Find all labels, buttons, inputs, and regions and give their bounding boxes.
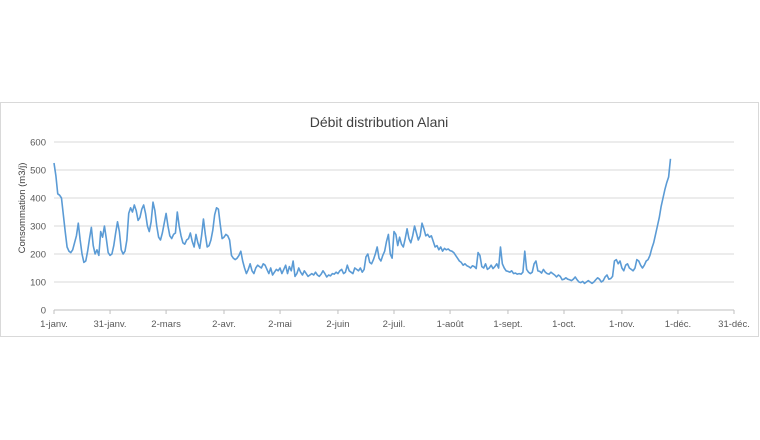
x-tick-label: 2-mai [268, 319, 292, 330]
x-tick-label: 1-août [437, 319, 464, 330]
y-tick-label: 200 [30, 250, 46, 261]
y-tick-label: 100 [30, 278, 46, 289]
series-line-1 [53, 158, 672, 285]
x-tick-label: 1-sept. [493, 319, 522, 330]
y-axis-label: Consommation (m3/j) [17, 163, 28, 254]
x-tick-label: 1-oct. [552, 319, 576, 330]
y-tick-label: 300 [30, 222, 46, 233]
chart-title: Débit distribution Alani [310, 114, 449, 130]
chart-area: Débit distribution Alani Consommation (m… [0, 102, 759, 337]
x-tick-label: 1-janv. [40, 319, 68, 330]
x-tick-label: 2-avr. [212, 319, 236, 330]
series-layer [53, 158, 672, 285]
x-tick-label: 2-mars [151, 319, 181, 330]
y-tick-label: 500 [30, 166, 46, 177]
x-axis-ticks: 1-janv. 31-janv. 2-mars 2-avr. 2-mai 2-juin 2-… [40, 310, 750, 330]
y-tick-label: 600 [30, 138, 46, 149]
x-tick-label: 2-juin [326, 319, 349, 330]
y-tick-label: 0 [41, 306, 46, 317]
y-axis-ticks: 0 100 200 300 400 500 600 [30, 138, 46, 317]
y-tick-label: 400 [30, 194, 46, 205]
x-tick-label: 31-janv. [93, 319, 126, 330]
line-chart: Débit distribution Alani Consommation (m… [17, 114, 750, 330]
x-tick-label: 1-nov. [609, 319, 635, 330]
x-tick-label: 1-déc. [665, 319, 691, 330]
x-tick-label: 2-juil. [383, 319, 406, 330]
x-tick-label: 31-déc. [718, 319, 750, 330]
